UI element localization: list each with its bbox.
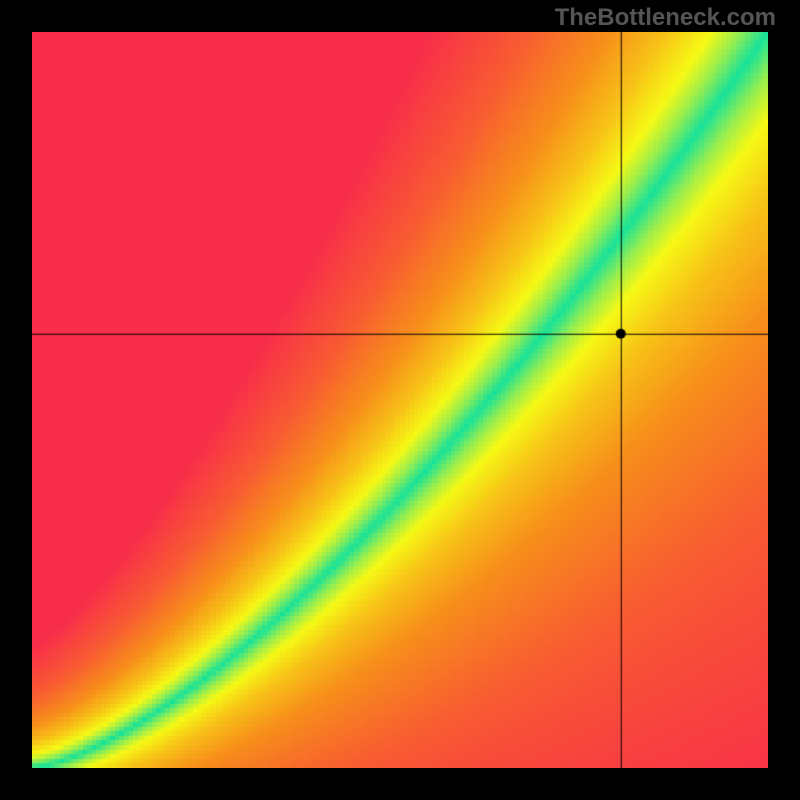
chart-container: TheBottleneck.com <box>0 0 800 800</box>
bottleneck-heatmap <box>32 32 768 768</box>
watermark-text: TheBottleneck.com <box>555 4 776 32</box>
